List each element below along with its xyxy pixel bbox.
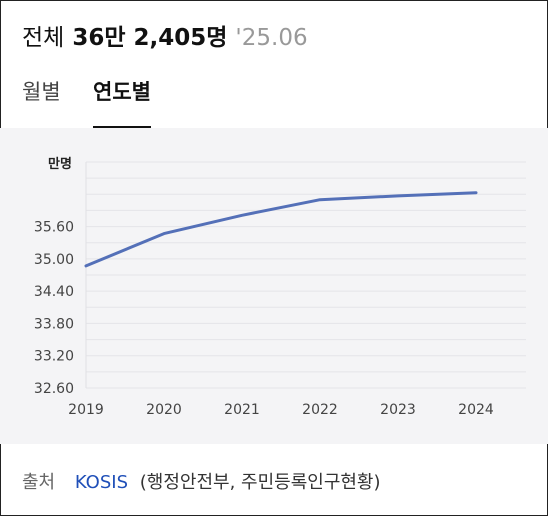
- source-link-kosis[interactable]: KOSIS: [74, 472, 129, 493]
- tab-yearly[interactable]: 연도별: [93, 74, 151, 128]
- source-line: 출처 KOSIS (행정안전부, 주민등록인구현황): [22, 468, 381, 494]
- x-tick-label: 2019: [68, 402, 104, 418]
- period-tabs: 월별 연도별: [22, 74, 528, 129]
- tab-monthly[interactable]: 월별: [22, 80, 61, 104]
- y-tick-label: 33.80: [34, 316, 74, 332]
- source-label: 출처: [22, 472, 56, 493]
- total-value: 36만 2,405명: [72, 25, 228, 51]
- chart-panel: [0, 128, 548, 444]
- total-label: 전체: [22, 25, 65, 51]
- series-line: [84, 191, 478, 268]
- y-tick-label: 34.40: [34, 284, 74, 300]
- x-tick-label: 2020: [146, 402, 182, 418]
- population-header: 전체 36만 2,405명 '25.06: [22, 18, 308, 52]
- y-tick-label: 35.00: [34, 252, 74, 268]
- y-tick-label: 33.20: [34, 349, 74, 365]
- y-tick-label: 32.60: [34, 381, 74, 397]
- reference-date: '25.06: [235, 25, 308, 51]
- x-tick-label: 2021: [224, 402, 260, 418]
- y-tick-label: 35.60: [34, 220, 74, 236]
- x-tick-label: 2024: [458, 402, 494, 418]
- source-detail: (행정안전부, 주민등록인구현황): [139, 472, 381, 493]
- x-tick-label: 2022: [302, 402, 338, 418]
- x-tick-label: 2023: [380, 402, 416, 418]
- population-line-chart: 32.60 33.20 33.80 34.40 35.00 35.60 2019 2020 2…: [34, 156, 526, 418]
- y-axis-unit-label: 만명: [48, 156, 72, 172]
